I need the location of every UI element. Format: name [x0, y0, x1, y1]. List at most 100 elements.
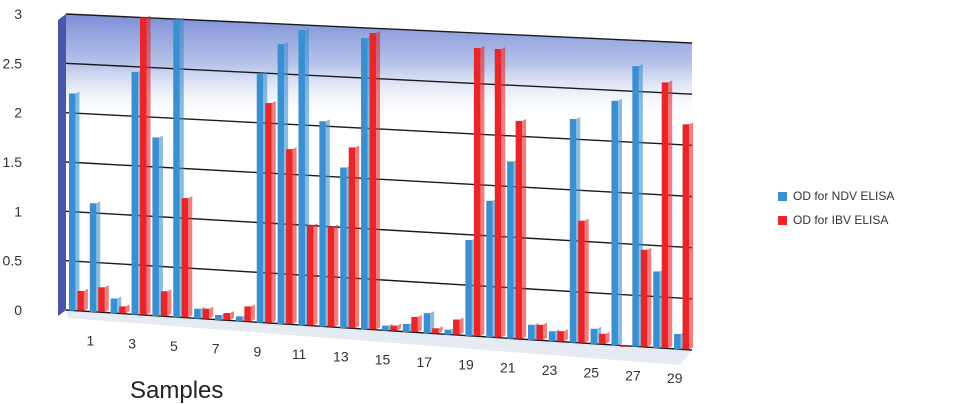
bar-side	[250, 304, 255, 322]
bar-ndv	[256, 73, 264, 323]
x-tick-label: 3	[128, 335, 136, 351]
bar-ibv	[453, 319, 460, 335]
bar-ndv	[486, 200, 493, 338]
legend-item-ndv: OD for NDV ELISA	[778, 184, 894, 208]
bar-side	[647, 247, 652, 347]
x-tick-label: 13	[333, 349, 349, 365]
bar-ndv	[569, 119, 577, 343]
x-tick-label: 21	[500, 359, 516, 375]
x-tick-label: 23	[542, 362, 558, 378]
bar-ibv	[619, 345, 627, 347]
bar-ndv	[548, 331, 556, 342]
bar-side	[480, 46, 485, 336]
bar-ibv	[98, 287, 105, 312]
x-tick-label: 11	[292, 346, 307, 362]
bar-side	[209, 306, 214, 319]
bar-ndv	[653, 271, 660, 348]
x-tick-label: 17	[417, 354, 433, 370]
bar-ndv	[381, 325, 389, 331]
bar-ndv	[632, 66, 639, 347]
legend-swatch-ndv	[778, 191, 787, 201]
bar-side	[83, 288, 88, 311]
bar-ndv	[361, 38, 368, 330]
legend-swatch-ibv	[778, 215, 787, 225]
bar-ndv	[89, 203, 97, 312]
bar-ndv	[465, 240, 472, 336]
bar-ndv	[340, 167, 347, 328]
bar-ibv	[557, 331, 564, 342]
bar-side	[230, 311, 234, 320]
bar-ndv	[590, 328, 598, 344]
bar-ndv	[528, 324, 535, 340]
bar-ndv	[215, 315, 222, 320]
bar-side	[188, 196, 193, 318]
bar-ibv	[244, 306, 251, 322]
bar-side	[355, 145, 360, 328]
legend-label-ndv: OD for NDV ELISA	[793, 189, 895, 203]
bar-ndv	[319, 121, 326, 327]
bar-side	[396, 323, 401, 331]
bar-ibv	[515, 120, 523, 339]
x-axis-title: Samples	[130, 377, 223, 404]
y-tick-label: 2	[14, 105, 22, 121]
bar-side	[430, 311, 435, 334]
bar-ibv	[369, 33, 377, 330]
bar-ibv	[286, 149, 293, 324]
bar-ibv	[223, 313, 230, 320]
bar-side	[292, 147, 297, 324]
bar-ndv	[674, 333, 681, 350]
bar-side	[668, 80, 673, 348]
bar-ndv	[235, 316, 243, 322]
y-tick-label: 0	[14, 302, 22, 318]
plot-floor	[66, 310, 692, 365]
bar-ndv	[507, 161, 514, 339]
y-tick-label: 1.5	[3, 154, 23, 170]
bar-ndv	[173, 19, 180, 318]
bar-ibv	[327, 226, 335, 327]
bar-ibv	[77, 290, 84, 311]
bar-side	[146, 15, 151, 315]
bar-ndv	[277, 44, 285, 324]
bar-ibv	[682, 124, 690, 350]
bar-ibv	[348, 147, 356, 328]
y-tick-label: 1	[14, 203, 22, 219]
bar-side	[376, 31, 381, 330]
bar-side	[167, 289, 172, 316]
bar-ndv	[152, 137, 159, 316]
y-tick-label: 0.5	[3, 253, 23, 269]
bar-ndv	[194, 308, 201, 319]
bar-ibv	[599, 333, 606, 344]
legend-item-ibv: OD for IBV ELISA	[778, 208, 894, 232]
bar-ndv	[611, 100, 618, 346]
bar-side	[125, 304, 130, 314]
bar-side	[96, 201, 101, 312]
bar-ibv	[473, 48, 481, 336]
bar-ibv	[265, 103, 272, 323]
x-tick-label: 15	[375, 351, 391, 367]
bar-ibv	[432, 328, 439, 334]
bar-side	[158, 135, 163, 316]
bar-side	[459, 317, 464, 335]
bar-side	[543, 322, 547, 340]
bar-ibv	[661, 82, 669, 348]
bar-ndv	[68, 93, 76, 311]
bar-ndv	[402, 323, 410, 332]
bar-side	[617, 98, 622, 346]
x-tick-label: 1	[87, 333, 95, 349]
x-tick-label: 27	[625, 367, 641, 383]
bar-side	[689, 122, 694, 350]
bar-side	[522, 118, 527, 339]
bar-ibv	[494, 48, 502, 338]
x-tick-label: 7	[212, 341, 220, 357]
bar-side	[417, 314, 422, 332]
bar-ibv	[578, 220, 585, 343]
gridline	[65, 13, 693, 44]
x-tick-label: 25	[583, 365, 599, 381]
bar-side	[313, 223, 318, 326]
bar-side	[605, 331, 610, 344]
bar-ndv	[131, 71, 139, 315]
gridline	[65, 309, 693, 351]
bar-side	[104, 285, 109, 312]
bar-ibv	[202, 308, 210, 319]
